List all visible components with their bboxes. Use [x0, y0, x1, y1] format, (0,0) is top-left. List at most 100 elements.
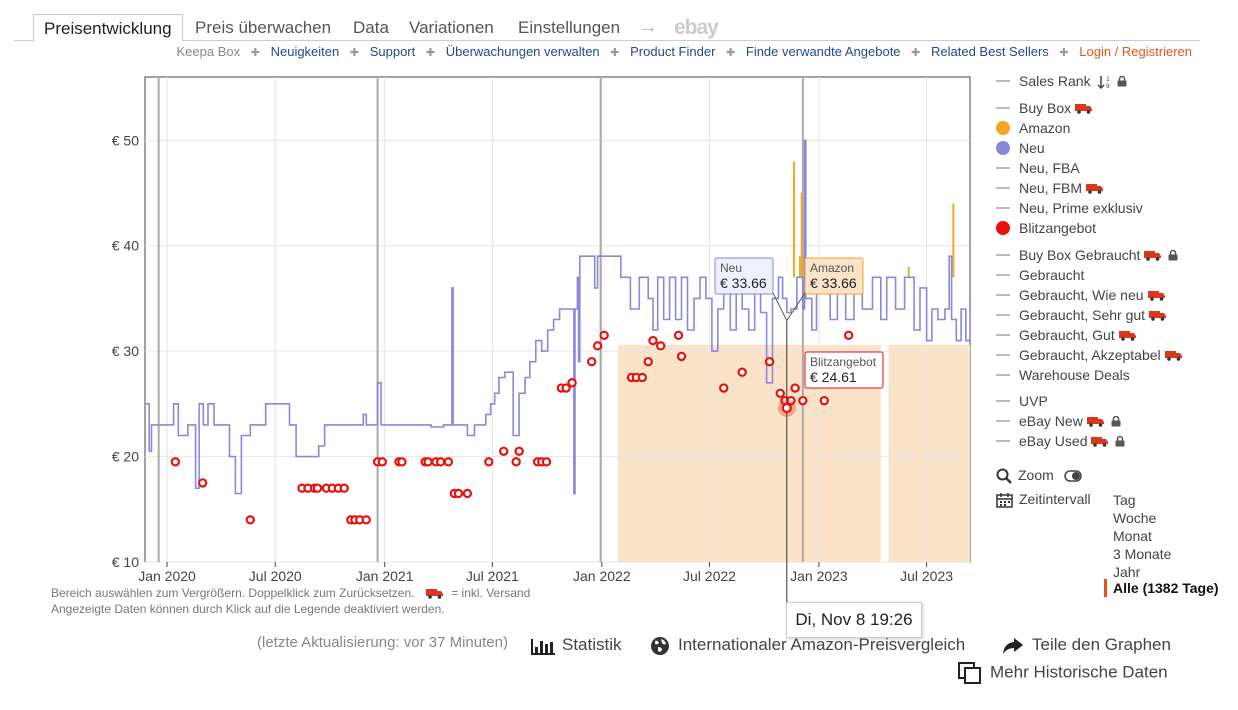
- interval-all[interactable]: Alle (1382 Tage): [1104, 579, 1219, 597]
- support-link[interactable]: Support: [369, 44, 416, 59]
- toggle-icon[interactable]: [1063, 470, 1082, 483]
- blitzangebot-marker[interactable]: [443, 457, 454, 467]
- statistics-label: Statistik: [562, 635, 622, 654]
- x-tick-label: Jul 2020: [249, 568, 302, 584]
- more-history-button[interactable]: Mehr Historische Daten: [958, 662, 1168, 684]
- blitzangebot-marker[interactable]: [676, 351, 687, 362]
- tab-data[interactable]: Data: [353, 18, 389, 37]
- legend-item-ebay-new[interactable]: eBay New: [996, 412, 1121, 430]
- blitzangebot-marker[interactable]: [819, 395, 829, 406]
- blitzangebot-marker[interactable]: [648, 335, 658, 346]
- legend-label: Blitzangebot: [1019, 220, 1097, 236]
- blitzangebot-marker[interactable]: [587, 356, 597, 367]
- related-best-sellers-link[interactable]: Related Best Sellers: [931, 44, 1049, 59]
- interval-3-months[interactable]: 3 Monate: [1113, 546, 1172, 562]
- blitzangebot-marker[interactable]: [673, 330, 684, 341]
- legend-label: Warehouse Deals: [1019, 367, 1130, 383]
- blitzangebot-marker[interactable]: [245, 515, 255, 525]
- blitzangebot-marker[interactable]: [423, 457, 433, 467]
- legend-label: Neu: [1019, 140, 1045, 156]
- blitzangebot-marker[interactable]: [435, 457, 446, 467]
- blitzangebot-marker[interactable]: [637, 372, 647, 383]
- share-graph-button[interactable]: Teile den Graphen: [1002, 635, 1171, 655]
- tab-variations[interactable]: Variationen: [409, 18, 494, 37]
- tab-price-watch[interactable]: Preis überwachen: [195, 18, 332, 37]
- blitzangebot-marker[interactable]: [798, 395, 808, 406]
- tab-settings[interactable]: Einstellungen: [518, 18, 621, 37]
- shipping-truck-icon: [1091, 436, 1109, 447]
- blitzangebot-marker[interactable]: [592, 341, 603, 351]
- blitzangebot-marker[interactable]: [170, 457, 181, 467]
- legend-item-buy-box-gebraucht[interactable]: Buy Box Gebraucht: [996, 246, 1178, 264]
- x-tick-label: Jul 2023: [900, 568, 953, 584]
- legend-item-uvp[interactable]: UVP: [996, 392, 1048, 410]
- blitzangebot-marker[interactable]: [843, 330, 854, 341]
- interval-day[interactable]: Tag: [1113, 492, 1136, 508]
- legend-item-gebraucht-sehr-gut[interactable]: Gebraucht, Sehr gut: [996, 306, 1167, 324]
- blitzangebot-marker[interactable]: [643, 356, 653, 367]
- blitzangebot-marker[interactable]: [655, 341, 666, 351]
- interval-year[interactable]: Jahr: [1113, 564, 1141, 580]
- blitzangebot-marker[interactable]: [377, 457, 388, 467]
- international-comparison-button[interactable]: Internationaler Amazon-Preisvergleich: [650, 635, 965, 656]
- statistics-button[interactable]: Statistik: [530, 635, 622, 655]
- blitzangebot-marker[interactable]: [511, 457, 521, 467]
- blitzangebot-marker[interactable]: [567, 378, 577, 388]
- plus-separator-icon: ✚: [726, 47, 736, 59]
- interval-week[interactable]: Woche: [1113, 510, 1157, 526]
- legend-item-ebay-used[interactable]: eBay Used: [996, 432, 1125, 450]
- blitzangebot-marker[interactable]: [786, 395, 796, 406]
- legend-item-amazon[interactable]: Amazon: [996, 119, 1070, 137]
- legend-item-neu[interactable]: Neu: [996, 139, 1045, 157]
- legend-item-gebraucht-gut[interactable]: Gebraucht, Gut: [996, 326, 1137, 344]
- legend-item-buy-box[interactable]: Buy Box: [996, 99, 1093, 117]
- blitzangebot-marker[interactable]: [498, 446, 509, 456]
- blitzangebot-marker[interactable]: [361, 515, 371, 525]
- sort-icon[interactable]: 19: [1097, 75, 1111, 90]
- blitzangebot-marker[interactable]: [790, 383, 800, 393]
- blitzangebot-marker[interactable]: [453, 488, 464, 499]
- blitzangebot-marker[interactable]: [737, 367, 747, 377]
- keepa-box-link[interactable]: Keepa Box: [176, 44, 241, 59]
- tab-ebay[interactable]: ebay: [674, 16, 719, 39]
- plus-separator-icon: ✚: [425, 47, 436, 59]
- legend-line: [996, 400, 1010, 403]
- blitzangebot-marker[interactable]: [514, 446, 524, 456]
- y-tick-label: € 20: [112, 449, 139, 465]
- blitzangebot-marker[interactable]: [599, 330, 609, 341]
- legend-item-warehouse-deals[interactable]: Warehouse Deals: [996, 366, 1130, 384]
- blitzangebot-marker[interactable]: [775, 388, 785, 399]
- legend-item-gebraucht[interactable]: Gebraucht: [996, 266, 1084, 284]
- zoom-option[interactable]: Zoom: [996, 467, 1082, 485]
- product-finder-link[interactable]: Product Finder: [630, 44, 716, 59]
- blitzangebot-marker[interactable]: [541, 457, 552, 467]
- blitzangebot-marker[interactable]: [719, 383, 729, 393]
- blitzangebot-marker[interactable]: [764, 356, 775, 367]
- legend-line: [996, 354, 1010, 357]
- manage-tracking-link[interactable]: Überwachungen verwalten: [445, 44, 600, 59]
- blitzangebot-marker[interactable]: [397, 457, 407, 467]
- blitzangebot-marker[interactable]: [312, 483, 323, 493]
- legend-item-neu-prime-exklusiv[interactable]: Neu, Prime exklusiv: [996, 199, 1143, 217]
- legend-item-gebraucht-akzeptabel[interactable]: Gebraucht, Akzeptabel: [996, 346, 1183, 364]
- related-offers-link[interactable]: Finde verwandte Angebote: [745, 44, 901, 59]
- legend-item-blitzangebot[interactable]: Blitzangebot: [996, 219, 1096, 237]
- legend-item-neu-fba[interactable]: Neu, FBA: [996, 159, 1080, 177]
- interval-month[interactable]: Monat: [1113, 528, 1152, 544]
- blitzangebot-marker[interactable]: [462, 488, 473, 499]
- tab-price-history[interactable]: Preisentwicklung: [33, 14, 183, 42]
- login-link[interactable]: Login / Registrieren: [1079, 44, 1192, 59]
- news-link[interactable]: Neuigkeiten: [270, 44, 340, 59]
- legend-line: [996, 167, 1010, 170]
- blitzangebot-marker[interactable]: [561, 383, 571, 393]
- legend-label: Neu, FBM: [1019, 180, 1083, 196]
- shipping-truck-icon: [1075, 103, 1093, 114]
- legend-item-sales-rank[interactable]: Sales Rank 1 9: [996, 72, 1127, 90]
- blitzangebot-marker[interactable]: [197, 478, 208, 488]
- blitzangebot-marker[interactable]: [484, 457, 494, 467]
- last-update-text: (letzte Aktualisierung: vor 37 Minuten): [257, 634, 508, 651]
- legend-item-neu-fbm[interactable]: Neu, FBM: [996, 179, 1104, 197]
- blitzangebot-marker[interactable]: [339, 483, 349, 493]
- legend-item-gebraucht-wie-neu[interactable]: Gebraucht, Wie neu: [996, 286, 1166, 304]
